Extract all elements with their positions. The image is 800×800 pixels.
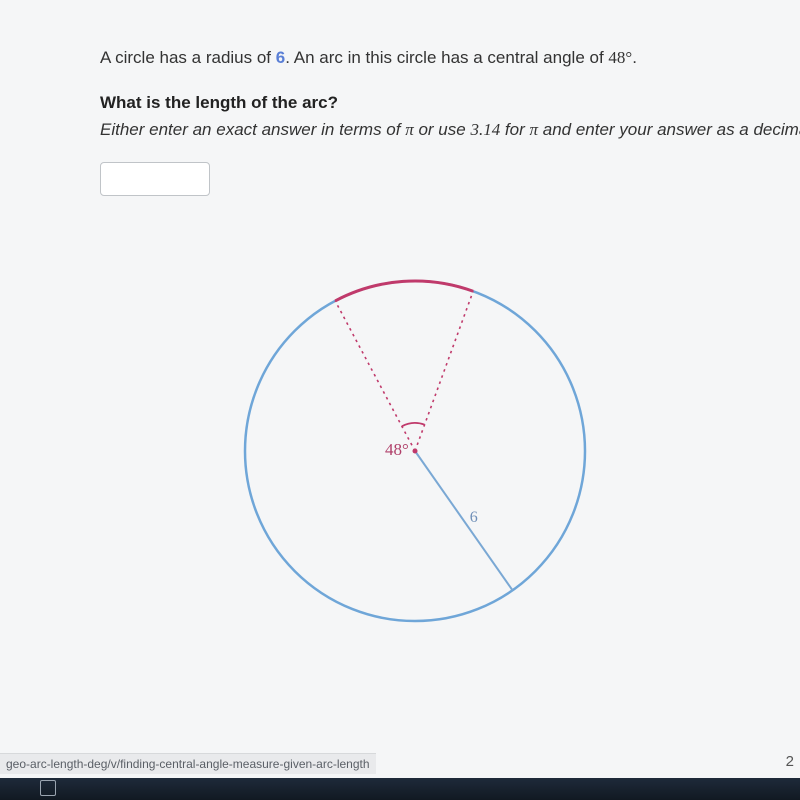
text: . <box>632 48 637 67</box>
svg-text:48°: 48° <box>385 440 409 459</box>
svg-text:6: 6 <box>470 509 478 526</box>
question-heading: What is the length of the arc? <box>100 93 800 113</box>
text: . An arc in this circle has a central an… <box>285 48 608 67</box>
footer-link: geo-arc-length-deg/v/finding-central-ang… <box>0 753 376 774</box>
pi-symbol: π <box>405 120 414 139</box>
instruction-text: Either enter an exact answer in terms of… <box>100 117 800 143</box>
circle-svg: 48° 6 <box>220 256 620 656</box>
angle-value: 48° <box>608 48 632 67</box>
circle-figure: 48° 6 <box>220 256 800 661</box>
taskbar <box>0 778 800 800</box>
text: A circle has a radius of <box>100 48 276 67</box>
answer-input[interactable] <box>100 162 210 196</box>
pi-value: 3.14 <box>470 120 500 139</box>
taskbar-icon[interactable] <box>40 780 56 796</box>
pi-symbol: π <box>529 120 538 139</box>
radius-value: 6 <box>276 48 285 67</box>
problem-statement: A circle has a radius of 6. An arc in th… <box>100 45 800 71</box>
page-number: 2 <box>786 753 794 770</box>
